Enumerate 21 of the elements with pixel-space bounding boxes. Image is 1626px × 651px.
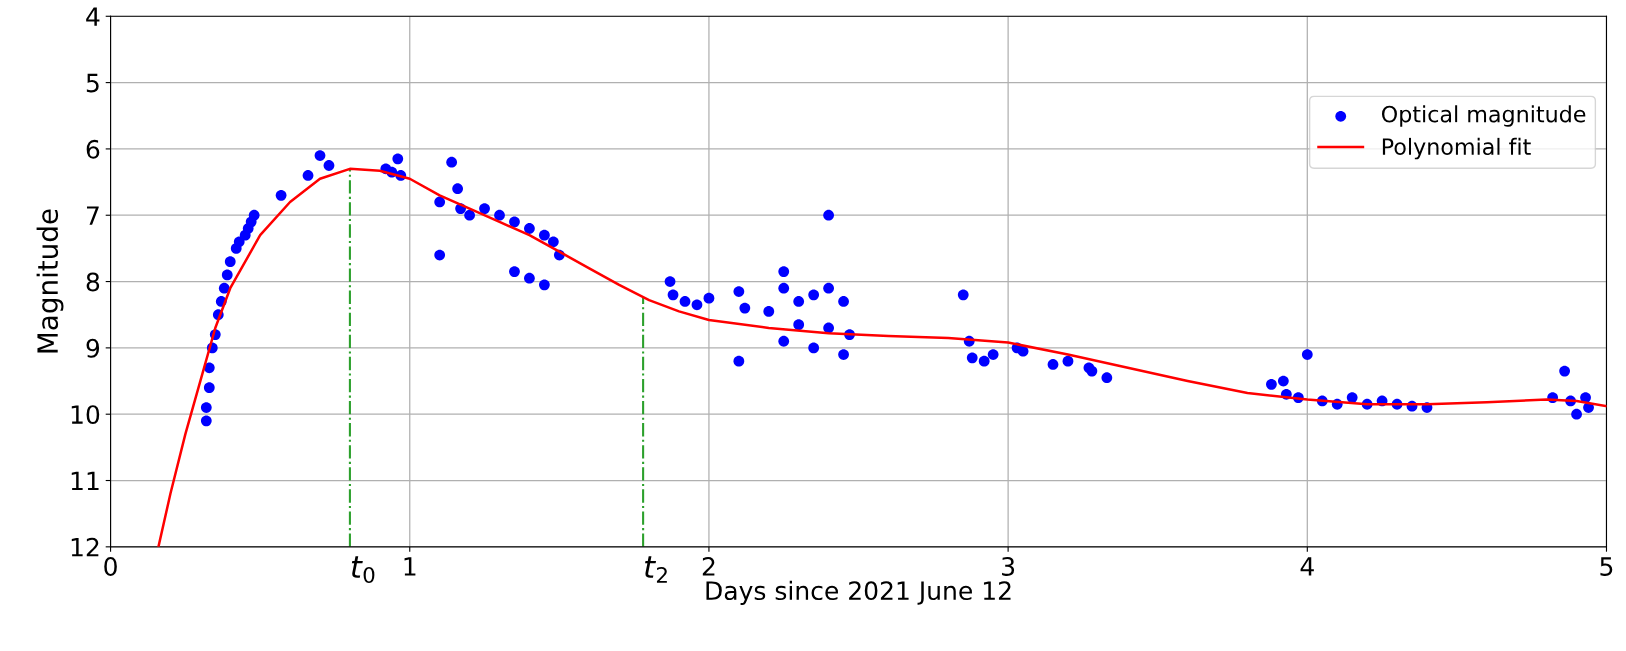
legend-label: Polynomial fit [1382, 137, 1531, 160]
y-tick-label: 6 [86, 139, 100, 159]
x-axis-title: Days since 2021 June 12 [706, 580, 1011, 605]
x-tick-label: 5 [1600, 557, 1613, 576]
y-tick-label: 9 [86, 338, 100, 358]
ref-line-label: t$_{2}$ [645, 556, 667, 583]
x-tick-label: 0 [104, 557, 117, 576]
x-tick-label: 4 [1300, 557, 1314, 576]
y-axis-title: Magnitude [36, 209, 64, 353]
x-tick-label: 1 [404, 557, 416, 576]
x-tick-label: 3 [1002, 557, 1015, 576]
x-tick-label: 2 [702, 557, 715, 576]
y-tick-label: 11 [71, 471, 99, 491]
y-tick-label: 8 [86, 272, 100, 292]
y-tick-label: 12 [71, 537, 99, 557]
y-tick-label: 4 [86, 7, 100, 26]
y-tick-label: 7 [86, 206, 99, 225]
y-tick-label: 5 [86, 73, 99, 93]
ref-line-label: t$_{0}$ [351, 556, 375, 584]
y-tick-label: 10 [71, 405, 100, 425]
legend-label: Optical magnitude [1381, 105, 1586, 127]
